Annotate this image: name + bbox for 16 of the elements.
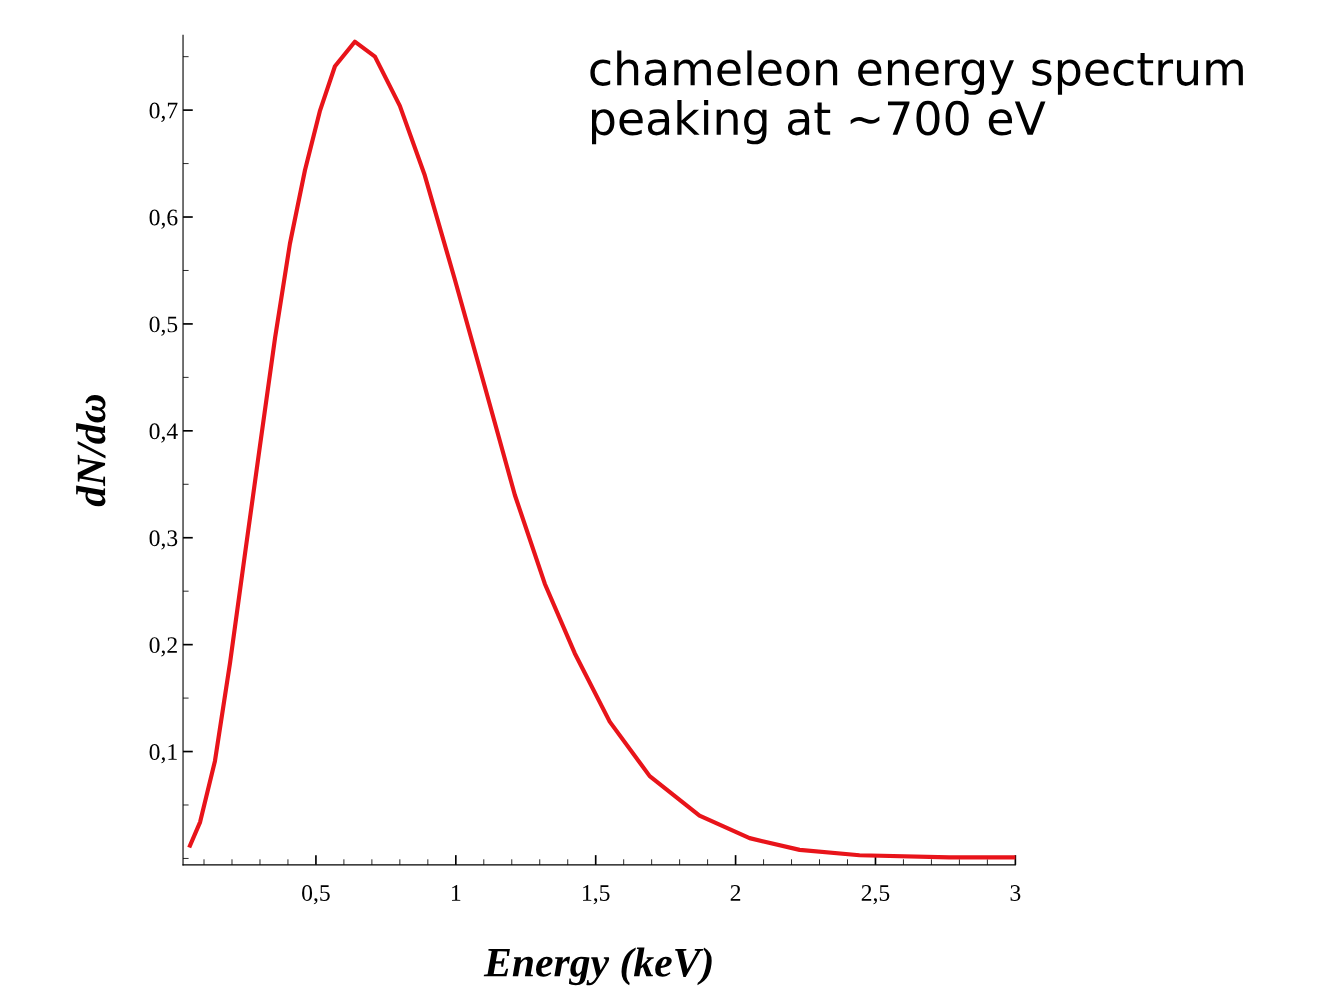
y-tick-label: 0,2 bbox=[149, 637, 177, 657]
y-tick-label: 0,7 bbox=[149, 102, 178, 122]
y-tick-label: 0,3 bbox=[149, 530, 178, 550]
annotation: chameleon energy spectrum peaking at ~700 eV bbox=[590, 50, 1243, 145]
x-tick-label: 2 bbox=[730, 885, 741, 901]
y-axis-title: dN/dω bbox=[76, 394, 106, 507]
x-tick-label: 0,5 bbox=[302, 884, 330, 905]
x-tick-label: 1 bbox=[451, 885, 461, 901]
x-axis-title: Energy (keV) bbox=[483, 947, 712, 986]
y-tick-label: 0,1 bbox=[149, 744, 177, 764]
y-tick-label: 0,4 bbox=[149, 423, 178, 443]
x-tick-label: 1,5 bbox=[583, 885, 610, 905]
x-tick-label: 3 bbox=[1010, 885, 1021, 901]
x-tick-label: 2,5 bbox=[861, 885, 890, 905]
y-tick-label: 0,5 bbox=[149, 316, 178, 336]
y-tick-label: 0,6 bbox=[149, 209, 178, 229]
